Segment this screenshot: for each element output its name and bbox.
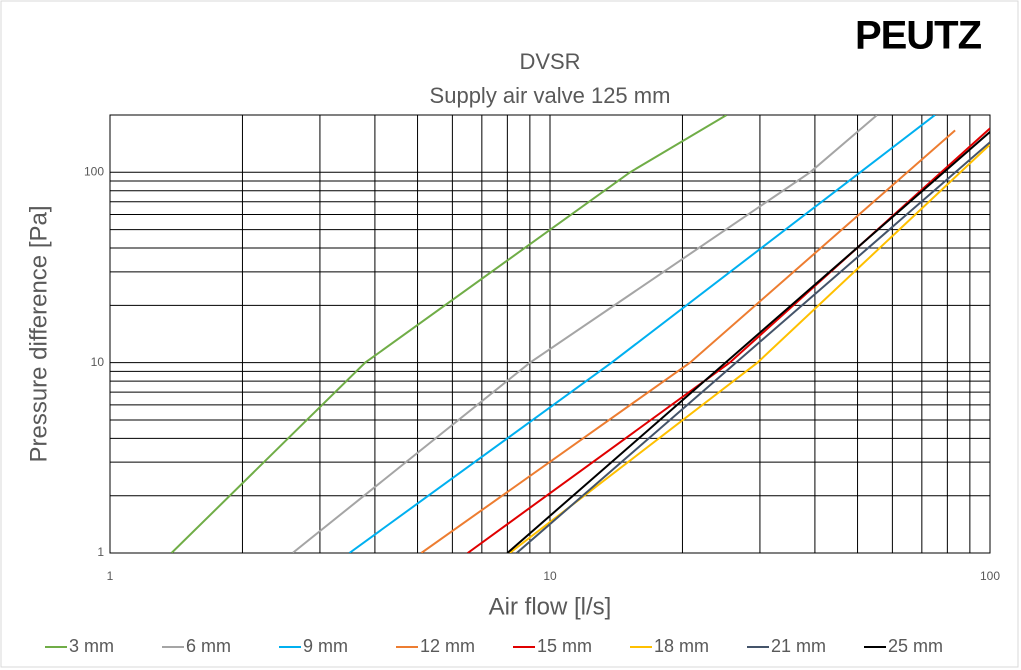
legend-label: 12 mm: [420, 636, 475, 656]
y-tick-label: 1: [97, 545, 104, 559]
y-tick-label: 10: [91, 355, 105, 369]
chart-subtitle: Supply air valve 125 mm: [430, 83, 671, 108]
series-line: [420, 129, 956, 553]
series-line: [509, 143, 990, 553]
legend-label: 15 mm: [537, 636, 592, 656]
y-axis-label: Pressure difference [Pa]: [25, 205, 52, 462]
chart-title: DVSR: [519, 49, 580, 74]
legend-label: 25 mm: [888, 636, 943, 656]
legend-label: 3 mm: [69, 636, 114, 656]
plot-border: [109, 114, 991, 554]
series-line: [291, 115, 878, 553]
series-line: [348, 115, 936, 553]
y-tick-label: 100: [84, 164, 104, 178]
legend-label: 6 mm: [186, 636, 231, 656]
legend-label: 9 mm: [303, 636, 348, 656]
x-axis-label: Air flow [l/s]: [489, 593, 612, 620]
x-tick-label: 100: [980, 569, 1000, 583]
series-line: [516, 141, 990, 553]
x-tick-label: 1: [107, 569, 114, 583]
legend-label: 21 mm: [771, 636, 826, 656]
series-line: [506, 131, 990, 553]
logo: PEUTZ: [855, 14, 982, 58]
legend-label: 18 mm: [654, 636, 709, 656]
x-tick-label: 10: [543, 569, 557, 583]
series-line: [170, 115, 728, 553]
